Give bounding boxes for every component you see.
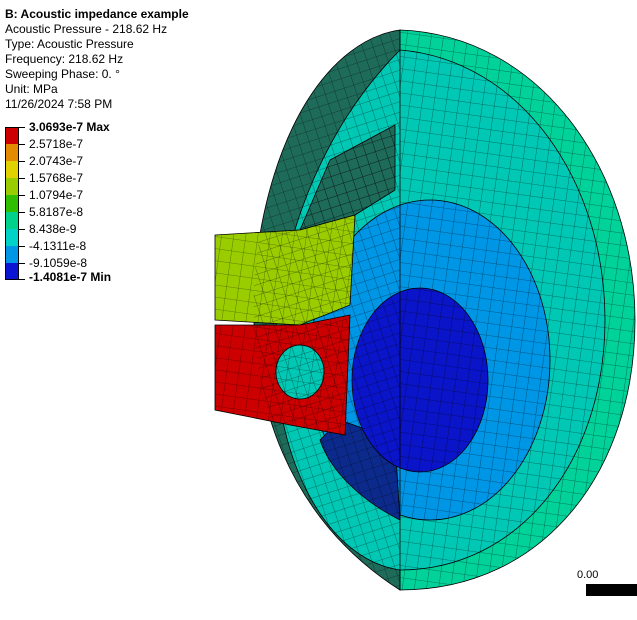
legend-tick — [19, 246, 25, 247]
legend-value: 1.0794e-7 — [29, 188, 84, 202]
legend-value: -4.1311e-8 — [29, 239, 87, 253]
legend-tick — [19, 263, 25, 264]
legend-value: 2.5718e-7 — [29, 137, 84, 151]
legend-swatch — [5, 246, 19, 263]
legend-tick — [19, 279, 25, 280]
result-subtitle: Acoustic Pressure - 218.62 Hz — [5, 22, 168, 36]
result-type: Type: Acoustic Pressure — [5, 37, 134, 51]
legend-swatch — [5, 144, 19, 161]
result-frequency: Frequency: 218.62 Hz — [5, 52, 124, 66]
legend-swatch — [5, 263, 19, 280]
legend-value: 1.5768e-7 — [29, 171, 84, 185]
legend-tick — [19, 212, 25, 213]
legend-swatch — [5, 229, 19, 246]
legend-swatch — [5, 212, 19, 229]
result-unit: Unit: MPa — [5, 82, 58, 96]
legend-value: 3.0693e-7 Max — [29, 120, 110, 134]
legend-swatch — [5, 195, 19, 212]
scale-bar-label: 0.00 — [577, 569, 599, 581]
result-title: B: Acoustic impedance example — [5, 7, 189, 21]
legend-tick — [19, 161, 25, 162]
legend-tick — [19, 229, 25, 230]
legend-value: 8.438e-9 — [29, 222, 77, 236]
result-date: 11/26/2024 7:58 PM — [5, 97, 113, 111]
legend-swatch — [5, 161, 19, 178]
result-phase: Sweeping Phase: 0. ° — [5, 67, 120, 81]
legend-tick — [19, 127, 25, 128]
legend-value: -9.1059e-8 — [29, 256, 88, 270]
scale-bar — [586, 584, 637, 596]
legend-tick — [19, 178, 25, 179]
legend-value: 2.0743e-7 — [29, 154, 84, 168]
legend-tick — [19, 195, 25, 196]
legend-swatch — [5, 127, 19, 144]
legend-min-label: -1.4081e-7 Min — [29, 270, 112, 284]
result-info-panel: B: Acoustic impedance example Acoustic P… — [5, 7, 189, 112]
legend-value: 5.8187e-8 — [29, 205, 84, 219]
legend-tick — [19, 144, 25, 145]
legend-swatch — [5, 178, 19, 195]
